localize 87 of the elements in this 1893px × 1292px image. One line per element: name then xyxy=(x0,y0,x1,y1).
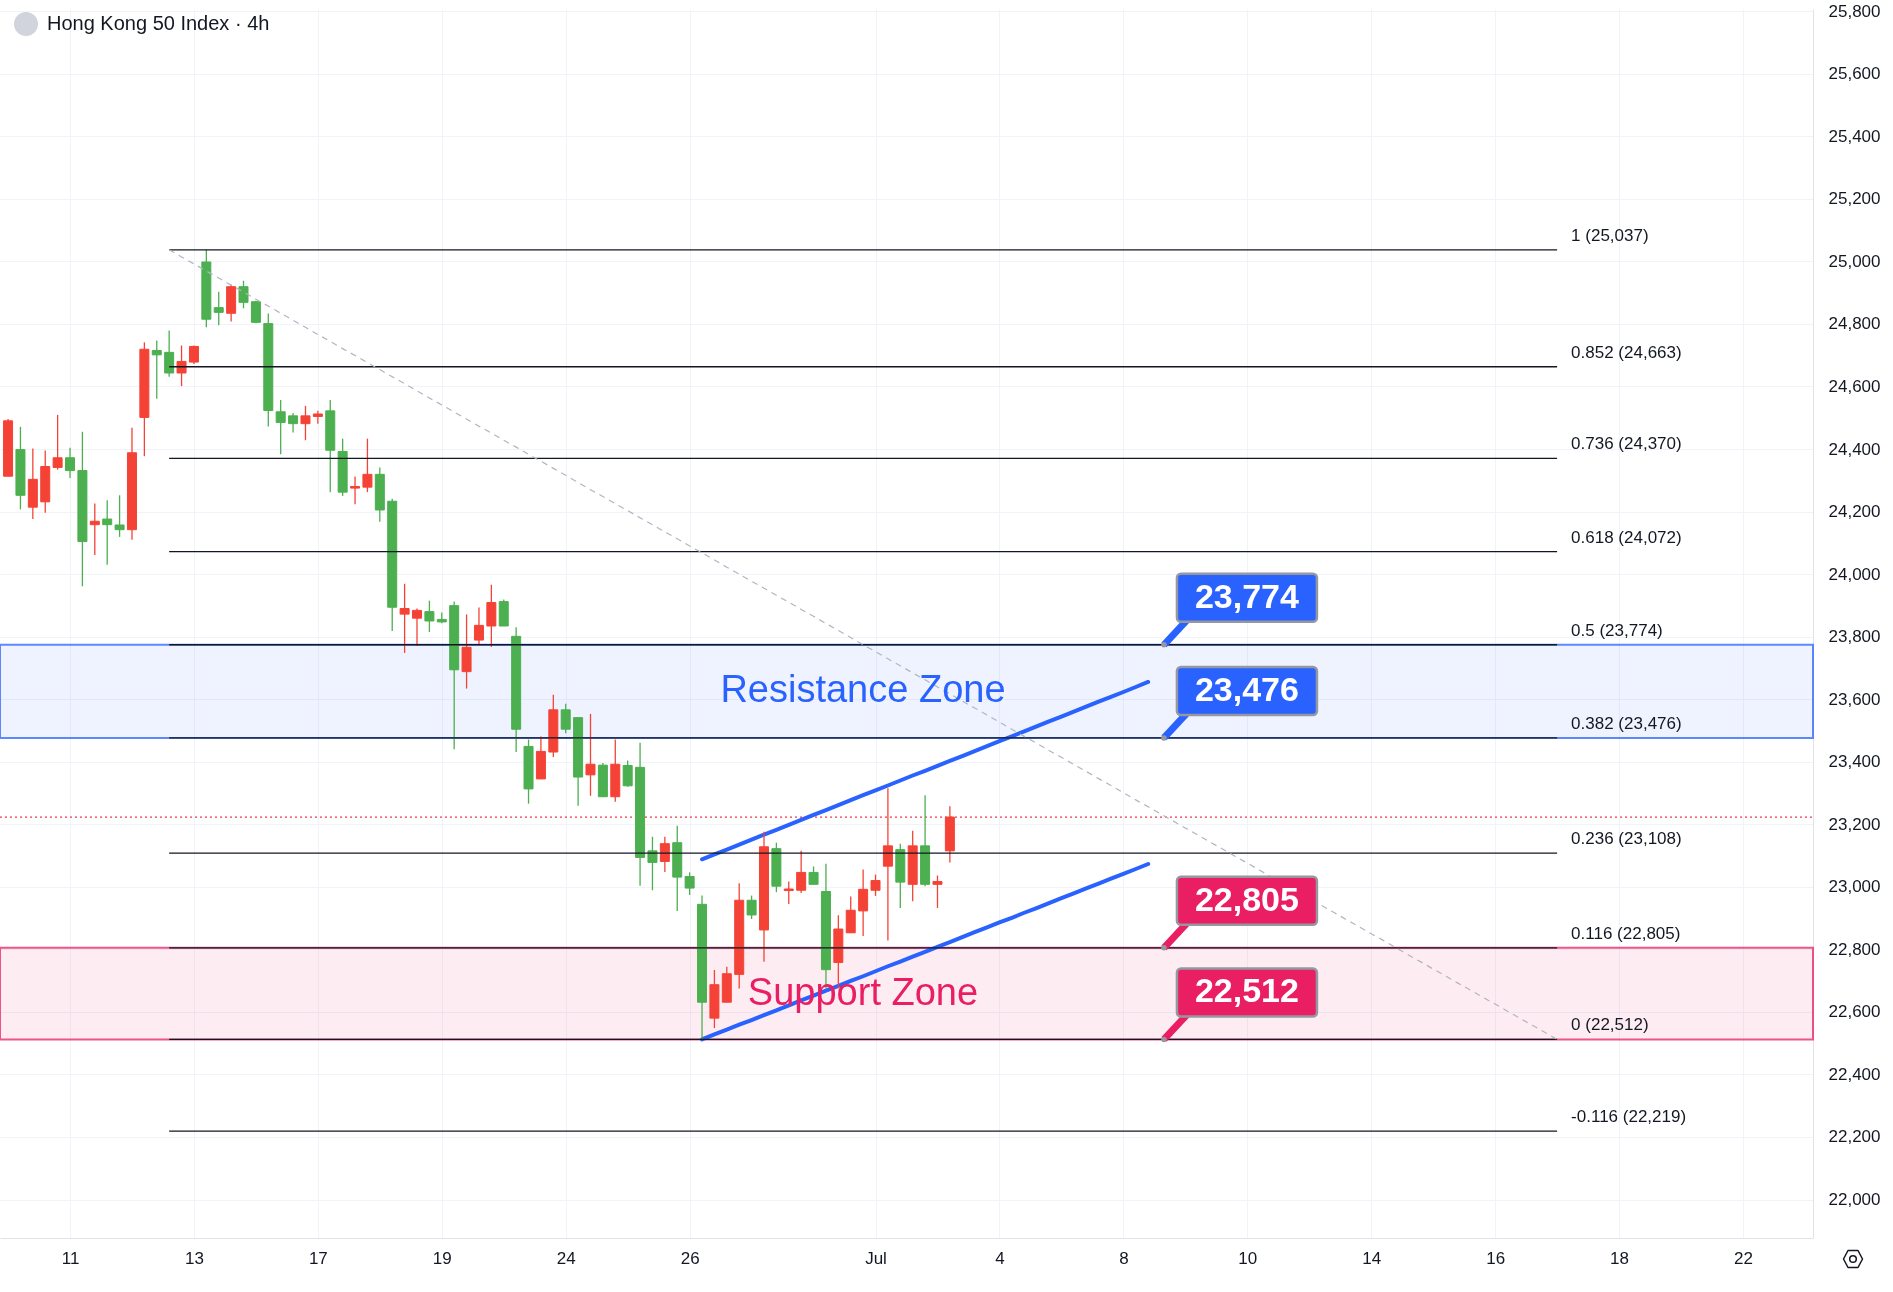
y-tick-label: 24,200 xyxy=(1828,502,1881,522)
candlestick xyxy=(424,600,435,633)
y-tick-label: 23,400 xyxy=(1828,752,1881,772)
candlestick xyxy=(312,410,323,425)
series-label: 0 (22,512) xyxy=(1571,1015,1649,1035)
candlestick xyxy=(932,874,943,909)
x-tick-label: 26 xyxy=(680,1248,700,1268)
candlestick xyxy=(659,836,670,873)
x-tick-label: 14 xyxy=(1362,1248,1382,1268)
x-tick-label: 22 xyxy=(1734,1248,1753,1268)
x-tick-label: 17 xyxy=(308,1248,328,1268)
annotation: 23,476 xyxy=(1194,669,1299,708)
candlestick xyxy=(114,494,125,538)
x-tick-label: 11 xyxy=(61,1248,80,1268)
candlestick xyxy=(882,787,893,942)
candlestick xyxy=(52,414,63,471)
x-tick-label: 16 xyxy=(1486,1248,1506,1268)
y-tick-label: 22,400 xyxy=(1828,1064,1881,1084)
candlestick xyxy=(684,871,695,896)
y-tick-label: 22,200 xyxy=(1828,1127,1881,1147)
x-tick-label: 24 xyxy=(556,1248,576,1268)
candlestick xyxy=(746,894,757,920)
y-tick-label: 24,600 xyxy=(1828,376,1881,396)
candlestick xyxy=(845,895,856,934)
series-label: 0.382 (23,476) xyxy=(1571,713,1682,733)
candlestick xyxy=(151,339,162,400)
series-label: 1 (25,037) xyxy=(1571,225,1649,245)
candlestick xyxy=(783,880,794,905)
candlestick xyxy=(585,713,596,797)
series-label: 0.116 (22,805) xyxy=(1571,923,1681,943)
candlestick xyxy=(102,499,113,566)
x-tick-label: 18 xyxy=(1610,1248,1630,1268)
y-tick-label: 25,800 xyxy=(1828,1,1881,21)
y-tick-label: 23,800 xyxy=(1828,627,1881,647)
candlestick xyxy=(858,868,869,937)
series-label: 0.5 (23,774) xyxy=(1571,620,1663,640)
candlestick xyxy=(412,607,422,647)
y-tick-label: 24,000 xyxy=(1828,564,1881,584)
y-tick-label: 25,600 xyxy=(1828,64,1881,84)
candlestick xyxy=(176,344,187,387)
candlestick xyxy=(275,399,286,455)
candlestick xyxy=(213,291,224,326)
y-tick-label: 25,200 xyxy=(1828,189,1881,209)
y-tick-label: 23,600 xyxy=(1828,689,1881,709)
y-tick-label: 22,800 xyxy=(1828,939,1881,959)
y-tick-label: 24,400 xyxy=(1828,439,1881,459)
x-tick-label: Jul xyxy=(865,1248,887,1268)
candlestick xyxy=(560,703,571,734)
candlestick xyxy=(486,584,497,648)
annotation: 22,805 xyxy=(1194,879,1299,918)
candlestick xyxy=(350,475,361,505)
chart-title: Hong Kong 50 Index · 4h xyxy=(47,12,270,34)
candlestick xyxy=(647,836,658,891)
candlestick xyxy=(870,873,881,897)
y-tick-label: 23,000 xyxy=(1828,877,1881,897)
band-label: Resistance Zone xyxy=(720,668,1006,711)
series-label: -0.116 (22,219) xyxy=(1571,1107,1687,1127)
x-tick-label: 10 xyxy=(1238,1248,1258,1268)
series-label: 0.236 (23,108) xyxy=(1571,829,1682,849)
y-tick-label: 24,800 xyxy=(1828,314,1881,334)
y-tick-label: 25,400 xyxy=(1828,126,1881,146)
line-series xyxy=(700,861,1151,1042)
series-label: 0.736 (24,370) xyxy=(1571,434,1682,454)
candlestick xyxy=(473,606,484,646)
y-tick-label: 25,000 xyxy=(1828,251,1881,271)
candlestick xyxy=(399,583,410,654)
candlestick xyxy=(362,438,373,493)
candlestick xyxy=(164,329,175,378)
candlestick xyxy=(238,280,249,309)
y-tick-label: 22,600 xyxy=(1828,1002,1881,1022)
candlestick xyxy=(65,447,76,479)
y-tick-label: 22,000 xyxy=(1828,1190,1881,1210)
series-label: 0.852 (24,663) xyxy=(1571,342,1682,362)
x-tick-label: 19 xyxy=(432,1248,452,1268)
candlestick xyxy=(188,344,199,365)
x-tick-label: 4 xyxy=(995,1248,1005,1268)
annotation: 22,512 xyxy=(1194,971,1299,1010)
x-tick-label: 8 xyxy=(1119,1248,1129,1268)
candlestick xyxy=(89,502,100,556)
candlestick xyxy=(300,405,311,441)
candlestick xyxy=(622,759,633,788)
annotation: 23,774 xyxy=(1194,576,1300,615)
candlestick xyxy=(288,412,299,434)
x-tick-label: 13 xyxy=(184,1248,204,1268)
y-tick-label: 23,200 xyxy=(1828,814,1881,834)
candlestick xyxy=(796,850,807,894)
series-label: 0.618 (24,072) xyxy=(1571,527,1682,547)
